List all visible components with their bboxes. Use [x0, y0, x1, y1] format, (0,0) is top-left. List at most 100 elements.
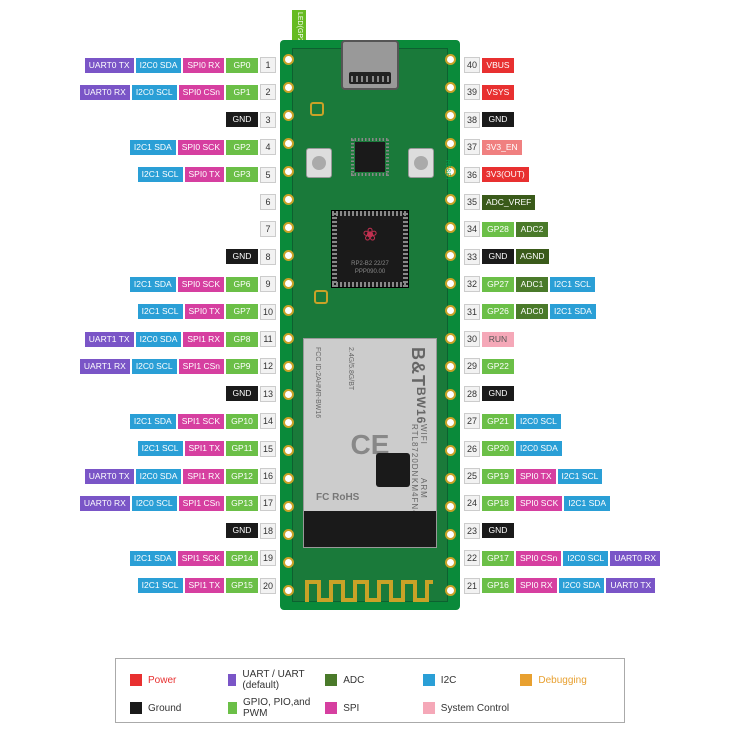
- pin-tag: GP21: [482, 414, 514, 429]
- legend-item: Ground: [130, 697, 220, 719]
- pin-number: 34: [464, 221, 480, 237]
- legend-swatch: [325, 702, 337, 714]
- pin-row-right: 29GP22: [464, 358, 514, 374]
- pin-number: 27: [464, 413, 480, 429]
- pin-tag: GP13: [226, 496, 258, 511]
- pin-tag: GND: [482, 249, 514, 264]
- legend-item: System Control: [423, 697, 513, 719]
- pin-tag: GP17: [482, 551, 514, 566]
- pin-tag: I2C1 SDA: [130, 277, 176, 292]
- pin-tag: I2C0 SDA: [559, 578, 605, 593]
- pin-tag: I2C0 SDA: [136, 332, 182, 347]
- pin-number: 18: [260, 523, 276, 539]
- pin-row-left: GND3: [226, 112, 276, 128]
- pin-tag: GP8: [226, 332, 258, 347]
- pin-row-left: 6: [260, 194, 276, 210]
- pin-tag: I2C1 SDA: [564, 496, 610, 511]
- pin-tag: SPI0 CSn: [516, 551, 561, 566]
- chip-line1: RP2-B2 22/27: [332, 261, 408, 269]
- pin-row-left: I2C1 SCLSPI0 TXGP35: [138, 167, 276, 183]
- pin-number: 7: [260, 221, 276, 237]
- pin-row-right: 31GP26ADC0I2C1 SDA: [464, 304, 596, 320]
- pin-row-left: GND13: [226, 386, 276, 402]
- pin-number: 40: [464, 57, 480, 73]
- pin-tag: GP22: [482, 359, 514, 374]
- pin-row-right: 39VSYS: [464, 84, 514, 100]
- pin-tag: I2C1 SCL: [558, 469, 603, 484]
- pin-row-right: 32GP27ADC1I2C1 SCL: [464, 276, 595, 292]
- pin-number: 17: [260, 495, 276, 511]
- pin-tag: VBUS: [482, 58, 514, 73]
- pin-number: 8: [260, 249, 276, 265]
- legend-swatch: [325, 674, 337, 686]
- pin-tag: 3V3(OUT): [482, 167, 529, 182]
- pin-row-left: UART0 TXI2C0 SDASPI0 RXGP01: [85, 57, 276, 73]
- pin-row-left: UART1 TXI2C0 SDASPI1 RXGP811: [85, 331, 276, 347]
- pin-row-left: I2C1 SDASPI1 SCKGP1014: [130, 413, 276, 429]
- legend-label: Power: [148, 675, 176, 686]
- pin-row-right: 27GP21I2C0 SCL: [464, 413, 561, 429]
- pin-number: 12: [260, 358, 276, 374]
- pin-number: 23: [464, 523, 480, 539]
- pin-tag: SPI0 RX: [516, 578, 557, 593]
- legend-item: GPIO, PIO,and PWM: [228, 697, 318, 719]
- pin-row-right: 21GP16SPI0 RXI2C0 SDAUART0 TX: [464, 578, 655, 594]
- pin-tag: ADC_VREF: [482, 195, 535, 210]
- pin-tag: SPI0 TX: [516, 469, 556, 484]
- pin-number: 20: [260, 578, 276, 594]
- pin-tag: UART0 TX: [85, 58, 134, 73]
- pin-number: 9: [260, 276, 276, 292]
- pin-tag: I2C0 SDA: [136, 58, 182, 73]
- pin-number: 16: [260, 468, 276, 484]
- pin-tag: GP26: [482, 304, 514, 319]
- legend-label: Debugging: [538, 675, 586, 686]
- pin-number: 6: [260, 194, 276, 210]
- pin-tag: SPI1 TX: [185, 441, 225, 456]
- legend-label: I2C: [441, 675, 457, 686]
- legend-item: UART / UART (default): [228, 669, 318, 691]
- legend-swatch: [520, 674, 532, 686]
- pin-tag: GP0: [226, 58, 258, 73]
- pin-tag: SPI1 RX: [183, 469, 224, 484]
- pin-row-right: 22GP17SPI0 CSnI2C0 SCLUART0 RX: [464, 550, 660, 566]
- pin-number: 13: [260, 386, 276, 402]
- pin-tag: GP10: [226, 414, 258, 429]
- chip-marking: RP2-B2 22/27 PPP090.00: [332, 261, 408, 277]
- pin-row-right: 373V3_EN: [464, 139, 522, 155]
- pin-tag: SPI0 TX: [185, 304, 225, 319]
- pin-tag: GND: [226, 112, 258, 127]
- pin-row-left: UART1 RXI2C0 SCLSPI1 CSnGP912: [80, 358, 276, 374]
- pinout-diagram: LED(GP25) LED ❀ RP2-B2 22/27 PPP090.00 B…: [0, 0, 738, 738]
- pin-tag: I2C1 SCL: [550, 277, 595, 292]
- pin-number: 21: [464, 578, 480, 594]
- pin-tag: GND: [226, 249, 258, 264]
- pin-tag: RUN: [482, 332, 514, 347]
- pin-number: 22: [464, 550, 480, 566]
- pin-tag: I2C0 SCL: [563, 551, 608, 566]
- pin-tag: GP12: [226, 469, 258, 484]
- pin-number: 35: [464, 194, 480, 210]
- legend-swatch: [228, 674, 237, 686]
- pin-tag: GND: [482, 386, 514, 401]
- pin-tag: I2C1 SDA: [130, 140, 176, 155]
- pin-tag: GP19: [482, 469, 514, 484]
- pin-row-right: 26GP20I2C0 SDA: [464, 441, 562, 457]
- pin-tag: UART0 RX: [80, 85, 130, 100]
- pin-tag: SPI0 SCK: [178, 140, 224, 155]
- antenna-area: [304, 511, 436, 547]
- pin-tag: I2C1 SCL: [138, 441, 183, 456]
- legend-label: Ground: [148, 703, 181, 714]
- pin-row-left: I2C1 SDASPI0 SCKGP24: [130, 139, 276, 155]
- pin-row-right: 30RUN: [464, 331, 514, 347]
- pin-tag: UART0 RX: [610, 551, 660, 566]
- legend-label: GPIO, PIO,and PWM: [243, 697, 317, 719]
- pin-number: 29: [464, 358, 480, 374]
- pin-tag: GP16: [482, 578, 514, 593]
- pin-row-left: UART0 RXI2C0 SCLSPI0 CSnGP12: [80, 84, 276, 100]
- legend: PowerUART / UART (default)ADCI2CDebuggin…: [115, 658, 625, 723]
- pin-number: 38: [464, 112, 480, 128]
- pin-tag: I2C1 SDA: [130, 551, 176, 566]
- component: [310, 102, 324, 116]
- pin-tag: GND: [226, 386, 258, 401]
- pin-tag: SPI1 CSn: [179, 496, 224, 511]
